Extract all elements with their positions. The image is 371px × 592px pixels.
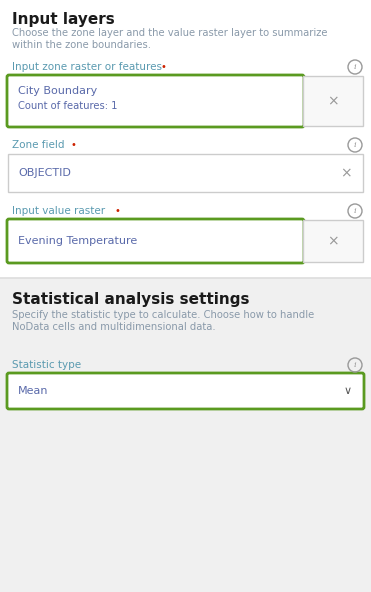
Text: within the zone boundaries.: within the zone boundaries.	[12, 40, 151, 50]
Text: ×: ×	[327, 234, 339, 248]
FancyBboxPatch shape	[7, 75, 304, 127]
Text: Statistical analysis settings: Statistical analysis settings	[12, 292, 250, 307]
Text: Input value raster: Input value raster	[12, 206, 105, 216]
Text: Specify the statistic type to calculate. Choose how to handle: Specify the statistic type to calculate.…	[12, 310, 314, 320]
Text: i: i	[354, 141, 356, 149]
FancyBboxPatch shape	[7, 219, 304, 263]
Text: i: i	[354, 361, 356, 369]
Text: NoData cells and multidimensional data.: NoData cells and multidimensional data.	[12, 322, 216, 332]
Text: •: •	[70, 140, 76, 150]
Bar	[303, 76, 363, 126]
Text: Mean: Mean	[18, 386, 49, 396]
Text: Input zone raster or features: Input zone raster or features	[12, 62, 162, 72]
Text: ×: ×	[327, 94, 339, 108]
Bar	[8, 154, 363, 192]
Text: •: •	[160, 62, 166, 72]
Text: i: i	[354, 63, 356, 71]
Text: Input layers: Input layers	[12, 12, 115, 27]
Bar	[303, 220, 363, 262]
Bar	[0, 278, 371, 592]
Text: Evening Temperature: Evening Temperature	[18, 236, 137, 246]
Text: City Boundary: City Boundary	[18, 86, 97, 96]
Text: Count of features: 1: Count of features: 1	[18, 101, 118, 111]
Text: i: i	[354, 207, 356, 215]
Text: ×: ×	[340, 166, 352, 180]
Text: Statistic type: Statistic type	[12, 360, 81, 370]
Text: Zone field: Zone field	[12, 140, 65, 150]
Text: OBJECTID: OBJECTID	[18, 168, 71, 178]
Text: •: •	[115, 206, 121, 216]
FancyBboxPatch shape	[7, 373, 364, 409]
Bar	[0, 0, 371, 385]
Text: ∨: ∨	[344, 386, 352, 396]
Text: Choose the zone layer and the value raster layer to summarize: Choose the zone layer and the value rast…	[12, 28, 328, 38]
